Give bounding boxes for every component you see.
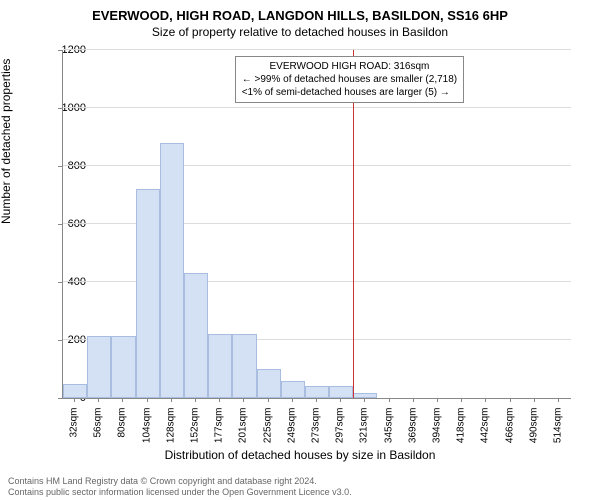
histogram-bar: [281, 381, 305, 398]
footer-attribution: Contains HM Land Registry data © Crown c…: [8, 476, 352, 498]
histogram-bar: [208, 334, 232, 398]
histogram-bar: [232, 334, 256, 398]
y-axis-label: Number of detached properties: [0, 59, 13, 224]
histogram-bar: [305, 386, 329, 398]
annotation-title: EVERWOOD HIGH ROAD: 316sqm: [242, 60, 457, 73]
histogram-bar: [184, 273, 208, 398]
footer-line1: Contains HM Land Registry data © Crown c…: [8, 476, 352, 487]
footer-line2: Contains public sector information licen…: [8, 487, 352, 498]
histogram-bar: [329, 386, 353, 398]
page-title: EVERWOOD, HIGH ROAD, LANGDON HILLS, BASI…: [0, 0, 600, 23]
histogram-bar: [257, 369, 281, 398]
histogram-bar: [160, 143, 184, 398]
annotation-line-smaller: ← >99% of detached houses are smaller (2…: [242, 73, 457, 86]
histogram-bar: [136, 189, 160, 398]
annotation-line-larger: <1% of semi-detached houses are larger (…: [242, 86, 457, 99]
histogram-bar: [63, 384, 87, 399]
annotation-box: EVERWOOD HIGH ROAD: 316sqm ← >99% of det…: [235, 56, 464, 103]
histogram-bar: [353, 393, 377, 398]
page-subtitle: Size of property relative to detached ho…: [0, 23, 600, 39]
histogram-bar: [111, 336, 135, 398]
x-axis-label: Distribution of detached houses by size …: [0, 448, 600, 462]
histogram-bar: [87, 336, 111, 398]
